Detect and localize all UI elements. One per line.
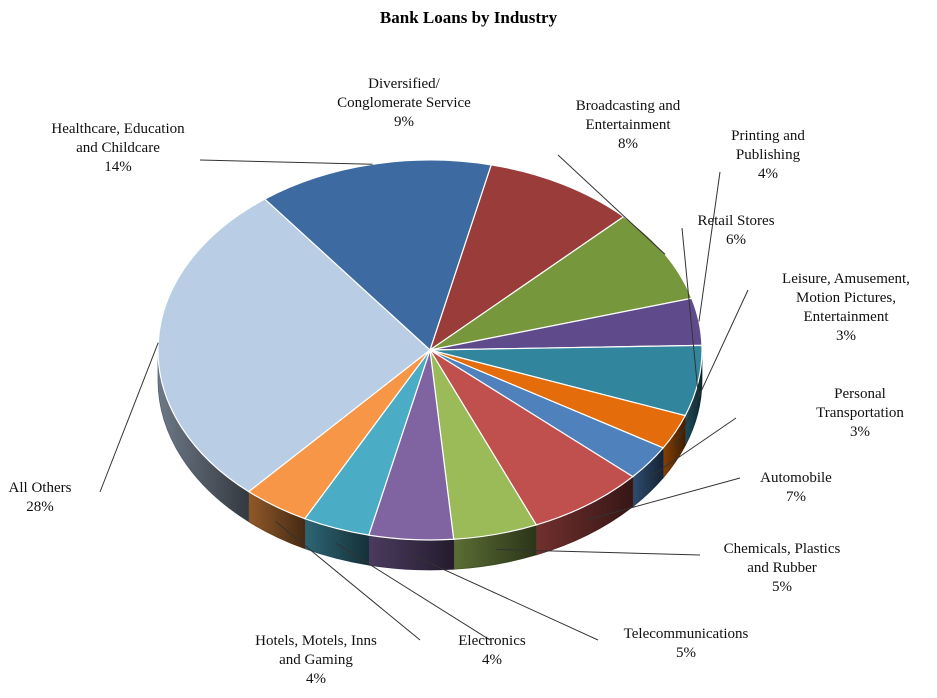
leader-line-chemicals-plastics-and-rubber: [495, 548, 701, 556]
pie-side-shade-automobile: [536, 476, 633, 555]
slice-label-healthcare-education-and-childcare: Healthcare, Education and Childcare 14%: [51, 121, 185, 175]
leader-line-printing-and-publishing: [698, 171, 721, 322]
pie-side-shade-personal-transportation: [632, 447, 664, 507]
leader-line-hotels-motels-inns-and-gaming: [275, 521, 421, 641]
leader-line-retail-stores: [681, 227, 699, 397]
pie-side-shade-leisure-amusement-motion-pictures-entertainment: [663, 415, 686, 478]
slice-label-all-others: All Others 28%: [9, 480, 72, 515]
slice-label-telecommunications: Telecommunications 5%: [624, 626, 749, 661]
slice-label-automobile: Automobile 7%: [760, 470, 832, 505]
slice-label-diversified-conglomerate-service: Diversified/Conglomerate Service 9%: [337, 76, 471, 130]
pie-slice-automobile: [429, 349, 634, 526]
leader-line-electronics: [335, 542, 491, 641]
slice-label-chemicals-plastics-and-rubber: Chemicals, Plastics and Rubber 5%: [724, 541, 841, 595]
pie-slice-healthcare-education-and-childcare: [263, 159, 492, 352]
leader-line-automobile: [588, 477, 741, 520]
leader-line-leisure-amusement-motion-pictures-entertainment: [674, 289, 749, 448]
slice-label-printing-and-publishing: Printing and Publishing 4%: [731, 128, 805, 182]
slice-label-leisure-amusement-motion-pictures-entertainment: Leisure, Amusement, Motion Pictures, Enter…: [782, 271, 910, 344]
slice-label-personal-transportation: Personal Transportation 3%: [816, 386, 904, 440]
pie-slice-diversified-conglomerate-service: [428, 164, 625, 352]
pie-side-shade-telecommunications: [368, 535, 454, 570]
slice-label-electronics: Electronics 4%: [458, 633, 526, 668]
slice-label-broadcasting-and-entertainment: Broadcasting and Entertainment 8%: [576, 98, 681, 152]
leader-line-personal-transportation: [648, 417, 737, 479]
pie-side-shade-chemicals-plastics-and-rubber: [453, 524, 537, 570]
leader-line-healthcare-education-and-childcare: [199, 159, 373, 165]
leader-line-all-others: [99, 342, 159, 493]
leader-line-broadcasting-and-entertainment: [557, 154, 666, 255]
chart-title: Bank Loans by Industry: [379, 8, 558, 27]
pie-side-shade-all-others: [158, 350, 249, 522]
leader-line-telecommunications: [410, 554, 599, 641]
slice-label-retail-stores: Retail Stores 6%: [697, 213, 774, 248]
pie-slice-all-others: [157, 198, 431, 493]
slice-label-hotels-motels-inns-and-gaming: Hotels, Motels, Inns and Gaming 4%: [255, 633, 377, 687]
